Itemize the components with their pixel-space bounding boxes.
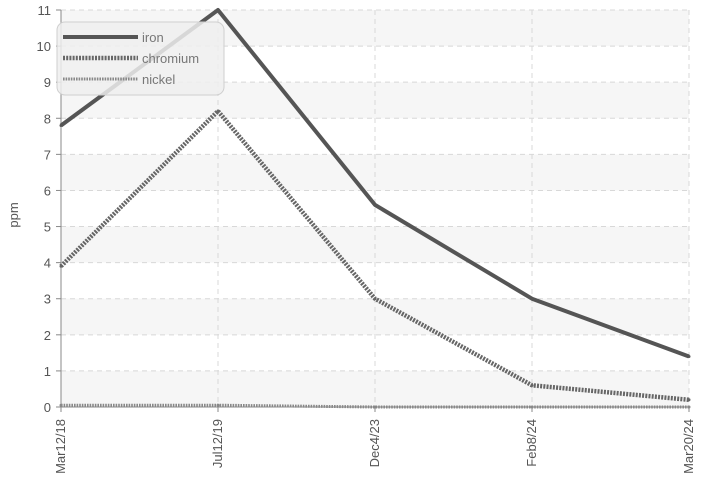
y-tick-label: 3 [44,292,51,307]
y-tick-labels: 0 1 2 3 4 5 6 7 8 9 10 11 [37,3,51,415]
y-tick-label: 11 [38,3,52,18]
data-point-chromium [530,383,534,387]
data-point-iron [373,203,377,207]
x-tick-label: Dec4/23 [367,419,382,467]
y-tick-label: 6 [44,183,51,198]
x-tick-label: Jul12/19 [210,419,225,468]
y-tick-label: 1 [44,364,51,379]
y-tick-label: 5 [44,220,51,235]
data-point-iron [59,123,63,127]
series-line-nickel [61,403,689,409]
data-point-chromium [373,297,377,301]
y-tick-label: 9 [44,75,51,90]
x-tick-label: Mar20/24 [681,419,696,474]
y-tick-label: 7 [44,147,51,162]
data-point-iron [687,354,691,358]
y-axis-label: ppm [6,202,21,227]
y-tick-label: 4 [44,256,51,271]
data-point-chromium [59,264,63,268]
y-tick-label: 0 [44,400,51,415]
data-point-chromium [216,109,220,113]
data-point-nickel [216,403,220,407]
legend-label-nickel: nickel [142,72,175,87]
x-tick-label: Feb8/24 [524,419,539,467]
legend: iron chromium nickel [56,21,225,96]
y-tick-label: 8 [44,111,51,126]
data-point-nickel [530,405,534,409]
x-tick-labels: Mar12/18 Jul12/19 Dec4/23 Feb8/24 Mar20/24 [53,419,696,474]
legend-label-chromium: chromium [142,51,199,66]
data-point-iron [216,8,220,12]
data-point-chromium [687,398,691,402]
data-point-iron [530,297,534,301]
legend-label-iron: iron [142,30,164,45]
data-point-nickel [373,405,377,409]
y-tick-label: 2 [44,328,51,343]
data-point-nickel [59,403,63,407]
legend-box [56,21,225,96]
x-tick-label: Mar12/18 [53,419,68,474]
y-tick-label: 10 [37,39,51,54]
data-point-nickel [687,405,691,409]
